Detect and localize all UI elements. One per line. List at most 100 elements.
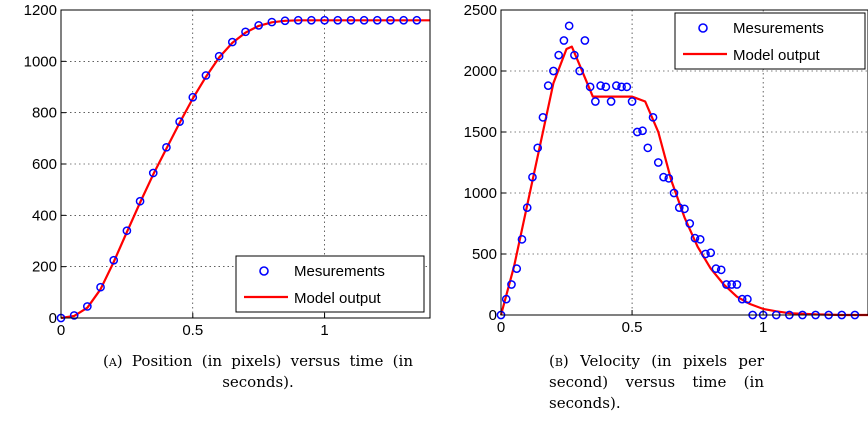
measurement-point bbox=[737, 294, 747, 304]
measurement-point bbox=[674, 203, 684, 212]
measurement-point bbox=[711, 264, 721, 273]
caption-b: (b) Velocity (in pixels per second) vers… bbox=[549, 351, 764, 414]
measurement-point bbox=[643, 143, 653, 153]
y-tick-label: 0 bbox=[489, 307, 497, 324]
measurement-point bbox=[701, 249, 710, 259]
y-tick-label: 1200 bbox=[24, 2, 57, 19]
measurement-point bbox=[109, 255, 119, 265]
measurement-point bbox=[307, 15, 316, 25]
measurement-point bbox=[148, 168, 158, 178]
y-tick-label: 2000 bbox=[464, 63, 497, 80]
legend: Mesurements Model output bbox=[674, 12, 866, 70]
measurement-point bbox=[570, 50, 579, 60]
chart-b: 0 500 1000 1500 2000 2500 0 0.5 1 Mesurements Mode… bbox=[464, 2, 868, 336]
measurement-point bbox=[606, 97, 616, 106]
model-output-line bbox=[60, 19, 430, 320]
measurement-point bbox=[501, 294, 511, 304]
measurement-point bbox=[280, 16, 290, 26]
axes-box bbox=[500, 9, 868, 316]
y-tick-label: 600 bbox=[32, 156, 57, 173]
measurement-point bbox=[627, 97, 637, 106]
x-tick-label: 1 bbox=[759, 319, 767, 336]
y-tick-label: 1000 bbox=[24, 53, 57, 70]
y-tick-label: 800 bbox=[32, 105, 57, 122]
measurement-point bbox=[267, 17, 277, 27]
legend-box bbox=[674, 12, 866, 70]
measurement-point bbox=[685, 219, 695, 228]
measurement-point bbox=[554, 50, 564, 60]
measurement-point bbox=[596, 81, 605, 90]
measurement-point bbox=[83, 302, 92, 311]
measurement-point bbox=[669, 188, 679, 198]
measurement-point bbox=[732, 280, 742, 289]
measurement-point bbox=[695, 235, 705, 244]
measurement-point bbox=[727, 280, 737, 289]
measurement-point bbox=[162, 142, 171, 152]
legend-marker-measurements bbox=[259, 266, 269, 276]
y-tick-label: 0 bbox=[49, 310, 57, 327]
measurement-point bbox=[680, 204, 689, 214]
measurement-point bbox=[722, 280, 731, 289]
measurement-point bbox=[399, 15, 408, 25]
measurement-point bbox=[214, 51, 224, 61]
legend-label-measurements: Mesurements bbox=[733, 20, 824, 37]
measurement-point bbox=[648, 113, 658, 122]
measurement-point bbox=[175, 117, 184, 127]
measurement-point bbox=[559, 36, 569, 45]
legend-box bbox=[235, 255, 425, 313]
x-tick-label: 0 bbox=[497, 319, 505, 336]
measurement-point bbox=[254, 21, 264, 30]
measurement-point bbox=[622, 82, 632, 92]
legend-label-model: Model output bbox=[294, 290, 382, 307]
measurement-point bbox=[522, 203, 532, 212]
measurement-point bbox=[528, 172, 537, 182]
measurement-point bbox=[346, 15, 356, 25]
caption-a-tag: (a) bbox=[103, 352, 123, 370]
x-tick-label: 0.5 bbox=[622, 319, 643, 336]
measurement-point bbox=[601, 82, 611, 92]
measurement-point bbox=[664, 174, 674, 183]
measurement-point bbox=[359, 15, 369, 25]
measurement-point bbox=[611, 81, 621, 90]
y-tick-label: 2500 bbox=[464, 2, 497, 19]
measurement-point bbox=[372, 15, 382, 25]
measurement-point bbox=[293, 15, 303, 25]
caption-b-tag: (b) bbox=[549, 352, 569, 370]
measurement-point bbox=[580, 36, 590, 45]
model-output-line bbox=[499, 45, 868, 317]
y-tick-label: 500 bbox=[472, 246, 497, 263]
measurement-point bbox=[638, 126, 647, 136]
measurement-point bbox=[743, 294, 752, 304]
measurement-point bbox=[96, 282, 105, 292]
measurement-point bbox=[201, 71, 211, 80]
measurement-point bbox=[122, 226, 132, 236]
y-tick-label: 400 bbox=[32, 207, 57, 224]
measurement-point bbox=[690, 233, 700, 243]
measurement-point bbox=[549, 66, 558, 76]
measurement-point bbox=[507, 280, 516, 289]
x-tick-label: 0 bbox=[57, 322, 65, 339]
x-tick-label: 1 bbox=[320, 322, 328, 339]
measurement-point bbox=[320, 15, 329, 25]
measurement-point bbox=[617, 82, 626, 92]
caption-a-text: Position (in pixels) versus time (in sec… bbox=[131, 352, 413, 391]
measurement-point bbox=[386, 15, 395, 25]
legend-label-model: Model output bbox=[733, 47, 821, 64]
y-tick-label: 1000 bbox=[464, 185, 497, 202]
measurement-point bbox=[564, 21, 574, 31]
measurement-point bbox=[412, 15, 422, 25]
caption-b-text: Velocity (in pixels per second) versus t… bbox=[549, 352, 764, 412]
measurement-point bbox=[659, 172, 668, 182]
measurement-point bbox=[538, 113, 548, 122]
measurement-point bbox=[716, 265, 726, 275]
x-tick-label: 0.5 bbox=[182, 322, 203, 339]
legend: Mesurements Model output bbox=[235, 255, 425, 313]
measurement-point bbox=[543, 81, 553, 90]
measurement-point bbox=[69, 311, 79, 320]
chart-a: 0 200 400 600 800 1000 1200 0 0.5 1 Mesurements Mod… bbox=[24, 2, 431, 339]
measurement-point bbox=[591, 97, 600, 106]
measurement-point bbox=[227, 37, 237, 47]
measurement-point bbox=[333, 15, 343, 25]
y-tick-label: 1500 bbox=[464, 124, 497, 141]
